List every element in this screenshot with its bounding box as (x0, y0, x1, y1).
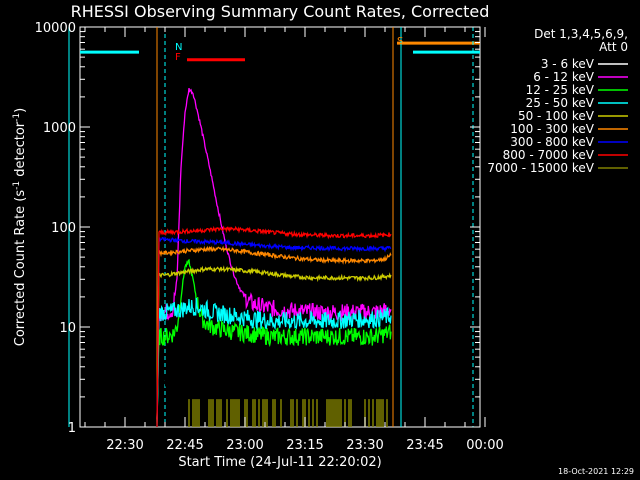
y-axis-label: Corrected Count Rate (s-1 detector-1) (12, 108, 28, 346)
y-axis: 1 10 100 1000 10000 (35, 21, 480, 436)
series-line-5 (156, 245, 392, 420)
legend-label: 800 - 7000 keV (503, 148, 595, 162)
y-axis-label-end: ) (13, 108, 28, 113)
legend-label: 3 - 6 keV (541, 57, 595, 71)
y-tick-label: 100 (51, 221, 76, 236)
x-tick-label: 23:15 (286, 438, 323, 453)
y-axis-label-sup2: -1 (12, 113, 22, 122)
y-tick-label: 1000 (43, 121, 76, 136)
x-tick-label: 23:00 (226, 438, 263, 453)
x-tick-label: 22:45 (166, 438, 203, 453)
x-tick-label: 23:30 (346, 438, 383, 453)
annotations-layer: NF S (175, 36, 403, 63)
y-axis-label-main: Corrected Count Rate (s (13, 190, 28, 347)
legend-label: 300 - 800 keV (510, 135, 594, 149)
y-axis-label-mid: detector (13, 121, 28, 181)
series-line-6 (156, 236, 392, 428)
legend-label: 25 - 50 keV (526, 96, 595, 110)
chart-title: RHESSI Observing Summary Count Rates, Co… (71, 2, 490, 21)
legend-label: 7000 - 15000 keV (487, 161, 594, 175)
legend-label: 12 - 25 keV (526, 83, 595, 97)
flags-layer (80, 41, 480, 62)
series-line-0 (156, 124, 392, 402)
series-line-7 (156, 225, 392, 428)
annotation-label: S (397, 36, 403, 47)
x-axis-label: Start Time (24-Jul-11 22:20:02) (178, 455, 381, 470)
y-axis-label-sup1: -1 (12, 181, 22, 190)
x-tick-label: 00:00 (466, 438, 503, 453)
y-tick-label: 10000 (35, 21, 76, 36)
series-line-3 (156, 297, 392, 422)
legend-label: 50 - 100 keV (518, 109, 595, 123)
x-tick-label: 23:45 (406, 438, 443, 453)
series-line-1 (156, 87, 392, 419)
series-line-4 (156, 265, 392, 424)
y-tick-label: 10 (59, 321, 76, 336)
annotation-label: N (175, 42, 182, 53)
legend-label: 100 - 300 keV (510, 122, 594, 136)
footer-timestamp: 18-Oct-2021 12:29 (558, 467, 634, 476)
x-tick-label: 22:30 (106, 438, 143, 453)
annotation-label: F (175, 52, 181, 63)
series-layer (156, 87, 392, 428)
legend-header-2: Att 0 (599, 40, 628, 54)
x-axis: 22:30 22:45 23:00 23:15 23:30 23:45 00:00 (84, 27, 504, 453)
legend-header-1: Det 1,3,4,5,6,9, (534, 27, 628, 41)
legend-label: 6 - 12 keV (533, 70, 595, 84)
y-tick-label: 1 (68, 421, 76, 436)
